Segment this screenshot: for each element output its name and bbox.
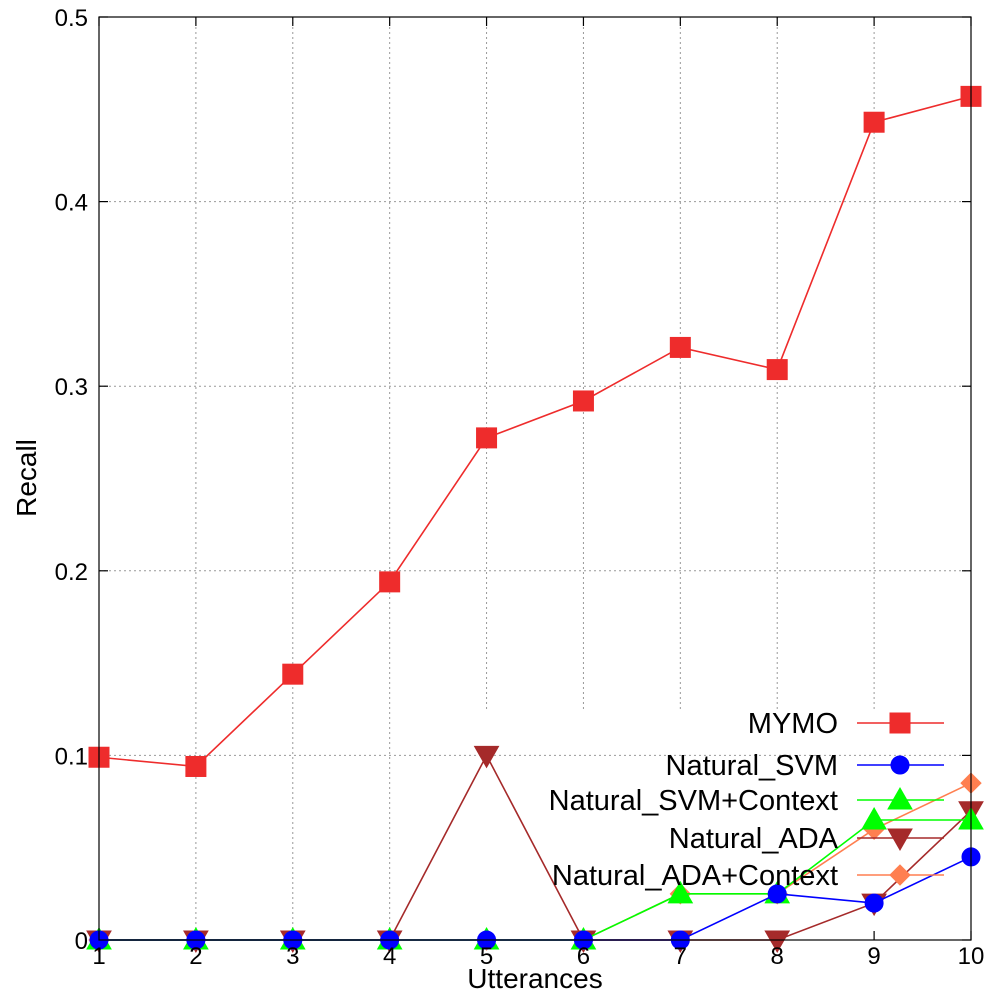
- x-tick-label: 3: [286, 943, 299, 970]
- x-tick-label: 4: [383, 943, 396, 970]
- x-tick-label: 7: [674, 943, 687, 970]
- series-line: [99, 856, 972, 941]
- y-tick-label: 0.3: [55, 374, 88, 401]
- data-point-marker: [282, 663, 304, 685]
- y-tick-label: 0.2: [55, 559, 88, 586]
- x-tick-label: 8: [771, 943, 784, 970]
- series-line: [99, 819, 971, 941]
- legend-label: Natural_ADA+Context: [552, 860, 838, 892]
- legend-label: Natural_SVM+Context: [549, 785, 838, 817]
- x-tick-label: 6: [577, 943, 590, 970]
- data-point-marker: [572, 390, 594, 412]
- x-axis-label: Utterances: [467, 963, 602, 994]
- x-tick-label: 2: [189, 943, 202, 970]
- series-mymo: [88, 85, 982, 777]
- grid-lines: [99, 17, 971, 940]
- series-natural-svm: [89, 847, 981, 950]
- legend-swatch-marker: [889, 864, 911, 886]
- y-tick-label: 0: [75, 928, 88, 955]
- data-point-marker: [476, 427, 498, 449]
- series-natural-ada: [86, 745, 984, 954]
- data-point-marker: [667, 880, 694, 904]
- x-tick-label: 5: [480, 943, 493, 970]
- data-point-marker: [379, 571, 401, 593]
- x-tick-label: 9: [867, 943, 880, 970]
- legend-swatch-marker: [887, 786, 913, 810]
- series-line: [98, 95, 972, 768]
- series-natural-svm-context: [86, 807, 984, 950]
- data-point-marker: [766, 359, 788, 381]
- y-tick-label: 0.5: [55, 5, 88, 32]
- legend-label: Natural_SVM: [666, 750, 838, 782]
- plot-frame: [98, 16, 972, 941]
- data-point-marker: [764, 930, 791, 954]
- legend-swatch-marker: [890, 755, 910, 775]
- y-tick-label: 0.4: [55, 190, 88, 217]
- data-point-marker: [864, 893, 884, 913]
- x-tick-label: 10: [958, 943, 985, 970]
- y-axis-label: Recall: [11, 439, 42, 517]
- data-point-marker: [861, 807, 887, 830]
- tick-marks: [98, 16, 972, 941]
- data-point-marker: [863, 111, 885, 133]
- legend-swatch-marker: [887, 828, 913, 852]
- x-tick-label: 1: [92, 943, 105, 970]
- tick-labels: 1 2 3 4 5 6 7 8 9 10 0 0.1 0.2 0.3 0.4 0.5: [55, 5, 985, 970]
- data-point-marker: [185, 755, 207, 777]
- data-point-marker: [669, 336, 691, 358]
- legend-label: Natural_ADA: [669, 823, 839, 855]
- series-layer: [86, 85, 984, 954]
- series-natural-ada-context: [88, 772, 982, 951]
- y-tick-label: 0.1: [55, 743, 88, 770]
- data-point-marker: [767, 884, 787, 904]
- data-point-marker: [473, 745, 500, 769]
- legend-swatch-marker: [889, 712, 911, 734]
- legend-label: MYMO: [748, 708, 838, 740]
- series-line: [99, 753, 972, 941]
